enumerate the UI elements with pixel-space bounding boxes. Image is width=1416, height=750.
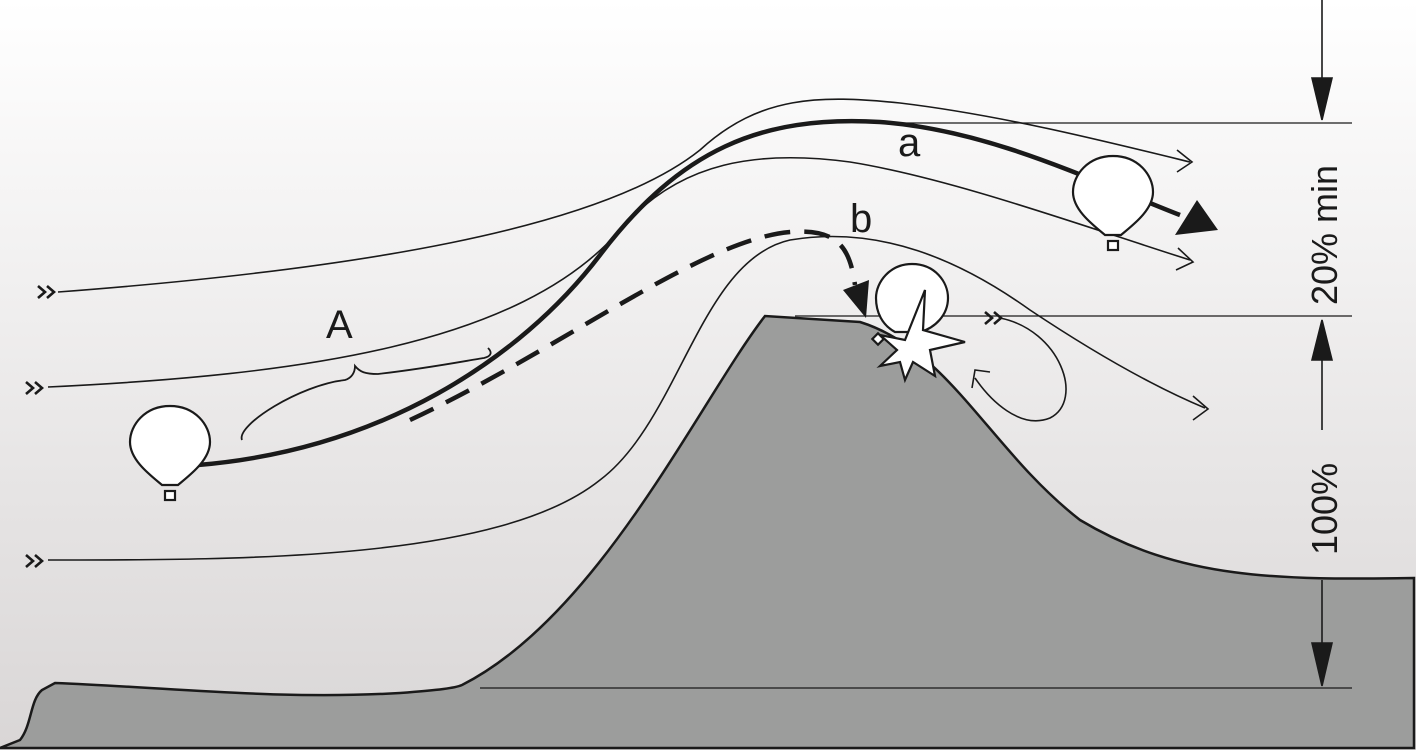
arrowhead-rotor xyxy=(971,369,991,389)
double-chevron-right-icon xyxy=(25,381,44,395)
flight-path-b xyxy=(409,229,858,423)
rotor-eddy xyxy=(974,317,1067,422)
hill-height-label: 100% xyxy=(1304,463,1345,555)
streamline-bottom xyxy=(47,235,1206,561)
zone-a-label: A xyxy=(326,303,353,347)
flight-path-a-arrowhead xyxy=(1175,200,1218,235)
streamline-top xyxy=(57,98,1191,293)
hill-terrain xyxy=(0,314,1416,750)
crashed-balloon xyxy=(870,262,966,384)
zone-a-brace xyxy=(241,347,492,441)
min-height-label: 20% min xyxy=(1304,165,1345,305)
balloon-basket xyxy=(870,331,886,347)
arrowhead-top xyxy=(1176,149,1194,173)
airflow-streamlines xyxy=(47,98,1206,561)
path-a-label: a xyxy=(898,121,921,165)
double-chevron-right-icon xyxy=(25,554,44,568)
double-chevron-right-icon xyxy=(984,311,1003,325)
hot-air-balloon-icon xyxy=(1071,154,1155,252)
streamline-arrowheads xyxy=(971,149,1210,421)
height-dimension xyxy=(1310,0,1334,687)
arrowhead-bottom xyxy=(1192,395,1210,421)
lower-dimension-arrowhead xyxy=(1310,642,1334,687)
double-chevron-right-icon xyxy=(37,285,56,299)
top-dimension-arrowhead xyxy=(1310,77,1334,121)
flight-path-a xyxy=(197,118,1181,468)
path-b-label: b xyxy=(850,197,872,241)
hot-air-balloon-icon xyxy=(128,404,212,502)
arrowhead-middle xyxy=(1175,247,1195,271)
streamline-middle xyxy=(47,156,1191,388)
wind-markers xyxy=(25,285,1003,568)
flight-path-b-arrowhead xyxy=(843,280,869,318)
